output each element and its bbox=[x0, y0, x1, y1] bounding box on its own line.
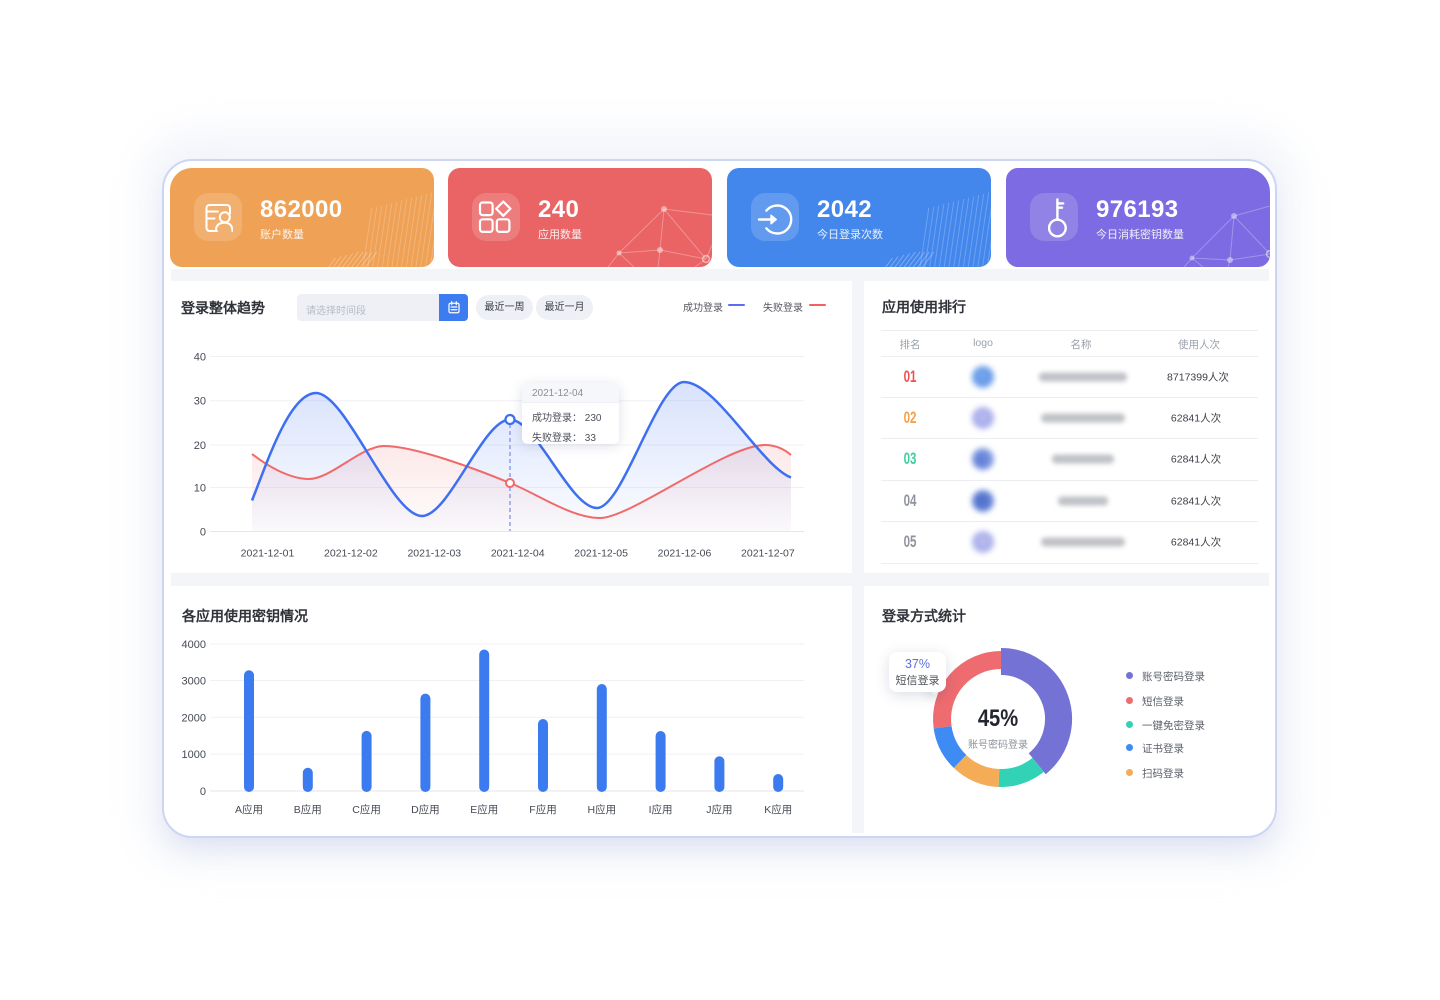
svg-text:2021-12-04: 2021-12-04 bbox=[491, 548, 545, 560]
svg-text:2021-12-01: 2021-12-01 bbox=[241, 548, 295, 560]
svg-text:E应用: E应用 bbox=[470, 803, 498, 816]
svg-text:2021-12-03: 2021-12-03 bbox=[407, 548, 461, 560]
svg-text:2000: 2000 bbox=[182, 712, 206, 724]
svg-text:2021-12-05: 2021-12-05 bbox=[574, 548, 628, 560]
svg-text:I应用: I应用 bbox=[649, 803, 673, 816]
svg-text:D应用: D应用 bbox=[411, 803, 440, 816]
svg-text:B应用: B应用 bbox=[294, 803, 322, 816]
svg-text:H应用: H应用 bbox=[588, 803, 617, 816]
svg-text:2021-12-06: 2021-12-06 bbox=[658, 548, 712, 560]
svg-text:20: 20 bbox=[194, 440, 206, 452]
svg-text:40: 40 bbox=[194, 352, 206, 364]
svg-text:0: 0 bbox=[200, 786, 206, 798]
svg-text:C应用: C应用 bbox=[352, 803, 381, 816]
svg-text:10: 10 bbox=[194, 483, 206, 495]
svg-text:2021-12-02: 2021-12-02 bbox=[324, 548, 378, 560]
svg-text:K应用: K应用 bbox=[764, 803, 792, 816]
svg-text:30: 30 bbox=[194, 396, 206, 408]
svg-text:A应用: A应用 bbox=[235, 803, 263, 816]
svg-text:0: 0 bbox=[200, 527, 206, 539]
svg-text:J应用: J应用 bbox=[706, 803, 732, 816]
svg-text:1000: 1000 bbox=[182, 749, 206, 761]
svg-text:2021-12-07: 2021-12-07 bbox=[741, 548, 795, 560]
svg-text:F应用: F应用 bbox=[529, 803, 556, 816]
svg-text:3000: 3000 bbox=[182, 676, 206, 688]
svg-text:4000: 4000 bbox=[182, 639, 206, 651]
